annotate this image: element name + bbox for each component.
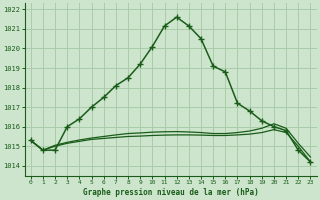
X-axis label: Graphe pression niveau de la mer (hPa): Graphe pression niveau de la mer (hPa) <box>83 188 259 197</box>
